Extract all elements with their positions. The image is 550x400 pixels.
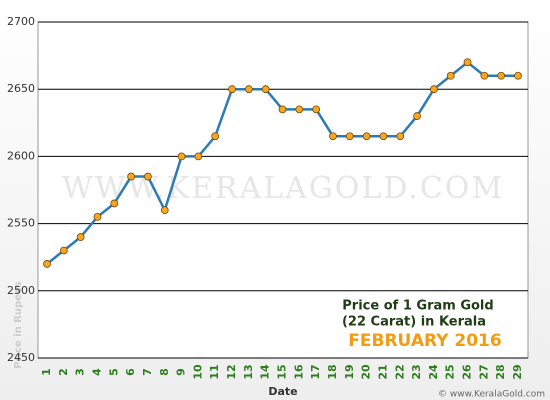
x-tick-label: 29 (511, 364, 524, 379)
x-tick-label: 2 (57, 368, 70, 376)
annotation-highlight: FEBRUARY 2016 (348, 331, 501, 351)
x-tick-label: 17 (309, 364, 322, 379)
x-tick-label: 14 (259, 364, 272, 380)
x-tick-label: 3 (74, 368, 87, 376)
x-tick-label: 22 (393, 364, 406, 379)
x-axis-label: Date (268, 385, 297, 398)
x-tick-label: 21 (376, 364, 389, 379)
x-tick-label: 9 (175, 368, 188, 376)
data-point (514, 71, 522, 80)
x-tick-label: 1 (40, 368, 53, 376)
x-tick-label: 18 (326, 364, 339, 379)
data-point (312, 105, 321, 114)
x-tick-label: 8 (158, 368, 171, 376)
x-tick-label: 4 (90, 368, 103, 376)
data-point (480, 71, 489, 80)
data-point (228, 85, 236, 94)
x-tick-label: 27 (477, 364, 490, 379)
annotation: Price of 1 Gram Gold (342, 299, 493, 314)
data-point (446, 71, 455, 80)
footer: © www.KeralaGold.com (438, 390, 545, 400)
x-tick-label: 6 (124, 368, 137, 376)
data-point (497, 71, 506, 80)
y-tick-label: 2550 (7, 217, 35, 230)
data-point (127, 172, 136, 181)
data-point (244, 85, 253, 94)
data-point (43, 260, 51, 268)
y-axis-label: Price in Rupees (13, 281, 24, 368)
x-tick-label: 23 (410, 364, 423, 379)
x-tick-label: 25 (444, 364, 457, 379)
data-point (295, 105, 304, 114)
data-point (413, 112, 421, 120)
data-point (362, 132, 371, 141)
y-tick-label: 2450 (7, 351, 35, 364)
x-tick-label: 16 (292, 364, 305, 380)
x-tick-label: 28 (494, 364, 507, 379)
data-point (110, 199, 119, 208)
x-tick-label: 20 (360, 364, 373, 380)
annotation: (22 Carat) in Kerala (342, 315, 486, 330)
data-point (396, 132, 405, 141)
x-tick-label: 19 (343, 364, 356, 379)
data-point (329, 132, 337, 141)
data-point (177, 152, 186, 161)
data-point (429, 85, 438, 94)
x-tick-label: 5 (107, 368, 120, 376)
data-point (160, 206, 169, 215)
data-point (345, 132, 354, 141)
x-tick-label: 11 (208, 364, 221, 379)
x-tick-label: 26 (461, 364, 474, 380)
x-tick-label: 12 (225, 364, 238, 379)
x-tick-label: 24 (427, 364, 440, 380)
data-point (211, 132, 220, 141)
data-point (278, 105, 287, 114)
x-tick-label: 13 (242, 364, 255, 379)
x-tick-label: 7 (141, 368, 154, 376)
y-tick-label: 2700 (7, 15, 35, 28)
y-tick-label: 2600 (7, 149, 35, 162)
data-point (59, 246, 68, 255)
data-point (463, 58, 472, 67)
data-point (194, 152, 203, 161)
data-point (93, 212, 102, 221)
data-point (144, 172, 152, 181)
x-tick-label: 10 (191, 364, 204, 380)
data-point (76, 233, 85, 241)
x-tick-label: 15 (276, 364, 289, 379)
y-tick-label: 2650 (7, 82, 35, 95)
data-point (261, 85, 270, 94)
data-point (379, 132, 388, 141)
y-tick-label: 2500 (7, 284, 35, 297)
